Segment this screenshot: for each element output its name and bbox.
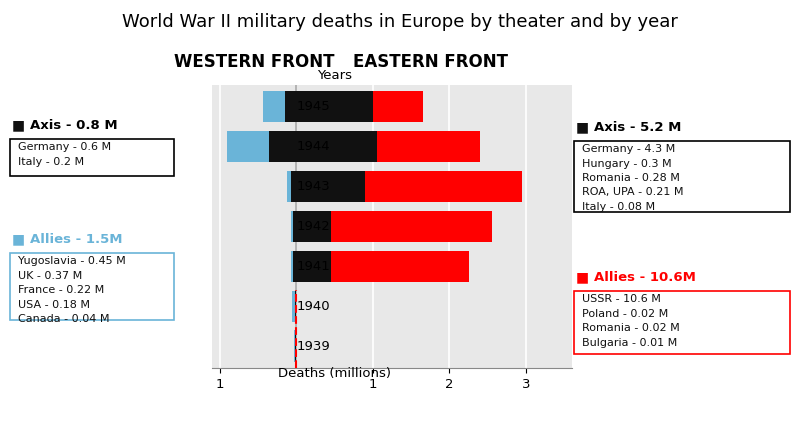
Text: Allies - 1.5M: Allies - 1.5M bbox=[30, 233, 122, 246]
Text: USSR - 10.6 M
Poland - 0.02 M
Romania - 0.02 M
Bulgaria - 0.01 M: USSR - 10.6 M Poland - 0.02 M Romania - … bbox=[582, 294, 679, 348]
Text: 1942: 1942 bbox=[297, 220, 330, 233]
Text: 1939: 1939 bbox=[297, 340, 330, 352]
Bar bbox=[294, 330, 295, 362]
Bar bbox=[263, 91, 285, 122]
Text: Deaths (millions): Deaths (millions) bbox=[278, 367, 391, 380]
Text: Germany - 0.6 M
Italy - 0.2 M: Germany - 0.6 M Italy - 0.2 M bbox=[18, 142, 110, 167]
Text: ■: ■ bbox=[12, 232, 25, 246]
Text: Axis - 0.8 M: Axis - 0.8 M bbox=[30, 119, 118, 132]
Bar bbox=[373, 91, 422, 122]
Bar bbox=[227, 131, 270, 162]
Bar bbox=[296, 171, 365, 202]
Text: 1940: 1940 bbox=[297, 299, 330, 313]
Bar bbox=[296, 131, 377, 162]
Bar bbox=[291, 211, 293, 242]
Text: 1943: 1943 bbox=[297, 180, 330, 193]
Bar bbox=[292, 291, 295, 322]
Bar bbox=[285, 91, 296, 122]
Bar bbox=[296, 251, 330, 282]
Bar bbox=[291, 171, 296, 202]
Bar bbox=[365, 171, 522, 202]
Text: EASTERN FRONT: EASTERN FRONT bbox=[353, 52, 508, 71]
Bar bbox=[291, 251, 293, 282]
Bar bbox=[270, 131, 296, 162]
Bar bbox=[296, 91, 373, 122]
Text: Allies - 10.6M: Allies - 10.6M bbox=[594, 271, 695, 284]
Text: ■: ■ bbox=[576, 120, 589, 134]
Text: 1941: 1941 bbox=[297, 260, 330, 273]
Text: Axis - 5.2 M: Axis - 5.2 M bbox=[594, 121, 681, 134]
Bar bbox=[377, 131, 480, 162]
Text: Yugoslavia - 0.45 M
UK - 0.37 M
France - 0.22 M
USA - 0.18 M
Canada - 0.04 M: Yugoslavia - 0.45 M UK - 0.37 M France -… bbox=[18, 256, 126, 324]
Text: ■: ■ bbox=[576, 270, 589, 284]
Text: World War II military deaths in Europe by theater and by year: World War II military deaths in Europe b… bbox=[122, 13, 678, 31]
Text: Years: Years bbox=[317, 69, 352, 82]
Bar bbox=[330, 211, 491, 242]
Text: ■: ■ bbox=[12, 118, 25, 132]
Text: 1945: 1945 bbox=[297, 100, 330, 113]
Bar bbox=[293, 211, 296, 242]
Bar bbox=[293, 251, 296, 282]
Bar bbox=[330, 251, 469, 282]
Text: Germany - 4.3 M
Hungary - 0.3 M
Romania - 0.28 M
ROA, UPA - 0.21 M
Italy - 0.08 : Germany - 4.3 M Hungary - 0.3 M Romania … bbox=[582, 144, 683, 212]
Text: 1944: 1944 bbox=[297, 140, 330, 153]
Bar bbox=[296, 211, 330, 242]
Bar bbox=[287, 171, 291, 202]
Text: WESTERN FRONT: WESTERN FRONT bbox=[174, 52, 334, 71]
